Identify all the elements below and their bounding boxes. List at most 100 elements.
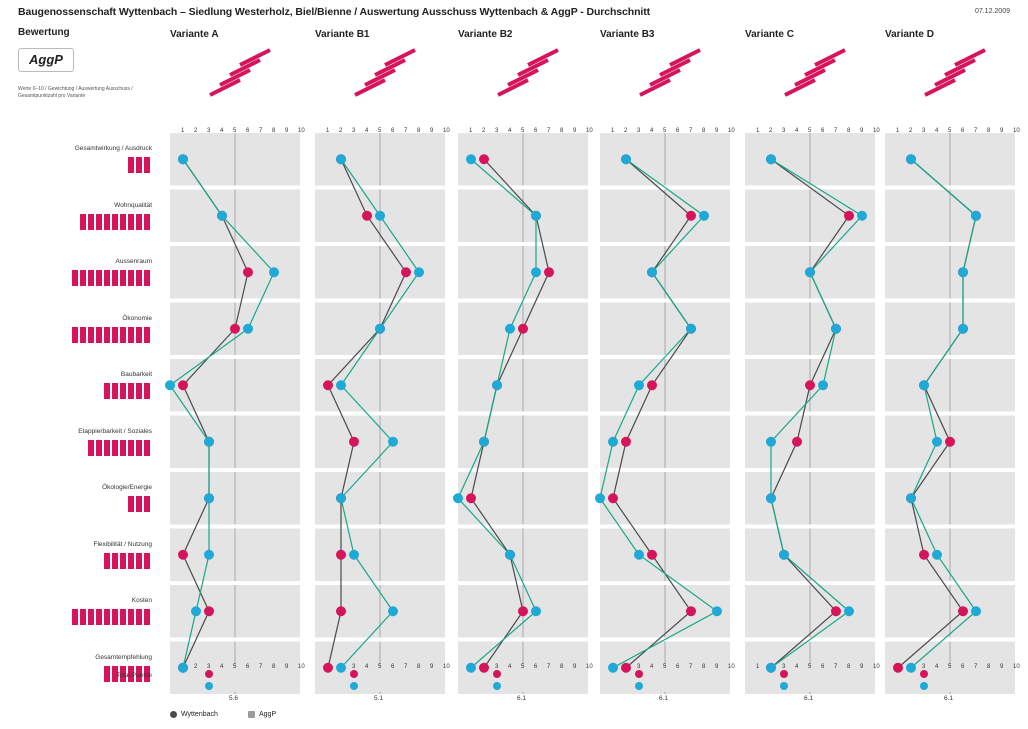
total-marker-aggp (205, 682, 213, 690)
total-marker-aggp (635, 682, 643, 690)
tick-label: 2 (909, 128, 913, 134)
tick-label: 7 (974, 664, 978, 670)
tick-label: 5 (948, 128, 952, 134)
tick-label: 3 (352, 128, 356, 134)
tick-label: 5 (663, 664, 667, 670)
weight-bar (96, 270, 102, 286)
weight-bar (144, 270, 150, 286)
criterion-label: Flexibilität / Nutzung (93, 540, 152, 548)
tick-label: 1 (326, 128, 330, 134)
tick-label: 3 (922, 664, 926, 670)
weight-bar (80, 609, 86, 625)
tick-label: 3 (207, 664, 211, 670)
total-marker-aggp (920, 682, 928, 690)
variant-title: Variante B1 (315, 29, 370, 40)
data-point (178, 154, 188, 165)
plan-sketch-bar (639, 78, 671, 97)
tick-label: 8 (702, 128, 706, 134)
tick-label: 8 (417, 664, 421, 670)
weight-bar (136, 552, 142, 569)
tick-label: 6 (676, 664, 680, 670)
plan-sketch-bar (354, 78, 386, 97)
data-point (818, 380, 828, 391)
tick-label: 10 (443, 664, 450, 670)
criterion-label: Aussenraum (115, 258, 153, 265)
tick-label: 9 (430, 128, 434, 134)
data-point (505, 323, 515, 334)
tick-label: 8 (417, 128, 421, 134)
data-point (906, 493, 916, 504)
legend-wyttenbach-label: Wyttenbach (181, 711, 218, 718)
plan-sketch-bar (527, 48, 559, 67)
weight-bar (104, 270, 110, 286)
weight-bar (144, 213, 150, 230)
weight-bar (112, 326, 118, 343)
data-point (932, 549, 942, 560)
total-marker-aggp (780, 682, 788, 690)
tick-label: 6 (821, 664, 825, 670)
data-point (844, 606, 854, 617)
tick-label: 1 (756, 664, 760, 670)
aggp-logo: AggP (18, 48, 74, 72)
weight-bar (144, 665, 150, 682)
weight-bar (120, 665, 126, 682)
weight-bar (128, 270, 134, 286)
tick-label: 1 (896, 128, 900, 134)
data-point (958, 606, 968, 617)
data-point (544, 267, 554, 278)
data-point (505, 549, 515, 560)
data-point (779, 549, 789, 560)
plan-sketch-bar (669, 48, 701, 67)
info-text: Werte 0–10 / Gewichtung / Auswertung Aus… (18, 86, 133, 99)
tick-label: 6 (961, 128, 965, 134)
data-point (453, 493, 463, 504)
data-point (375, 323, 385, 334)
data-point (401, 267, 411, 278)
tick-label: 9 (715, 128, 719, 134)
data-point (466, 154, 476, 165)
tick-label: 10 (1013, 128, 1020, 134)
total-panel (885, 666, 1015, 692)
tick-label: 6 (676, 128, 680, 134)
tick-label: 9 (430, 664, 434, 670)
data-point (204, 606, 214, 617)
data-point (621, 154, 631, 165)
variant-total: 6.1 (804, 695, 813, 702)
tick-label: 2 (624, 128, 628, 134)
tick-label: 5 (808, 128, 812, 134)
data-point (336, 380, 346, 391)
weight-bar (128, 609, 134, 625)
data-point (243, 267, 253, 278)
variant-total: 6.1 (944, 695, 953, 702)
weight-bar (144, 326, 150, 343)
weight-bar (120, 439, 126, 456)
tick-label: 10 (586, 128, 593, 134)
tick-label: 7 (259, 128, 263, 134)
data-point (191, 606, 201, 617)
data-point (766, 493, 776, 504)
plan-sketch-bar (374, 58, 406, 77)
tick-label: 9 (1000, 664, 1004, 670)
tick-label: 7 (974, 128, 978, 134)
weight-bar (112, 665, 118, 682)
total-panel (458, 666, 588, 692)
tick-label: 4 (220, 664, 224, 670)
data-point (831, 323, 841, 334)
weight-bar (120, 326, 126, 343)
data-point (919, 549, 929, 560)
tick-label: 8 (987, 128, 991, 134)
data-point (608, 493, 618, 504)
weight-bar (104, 609, 110, 625)
total-marker-aggp (350, 682, 358, 690)
weight-bar (72, 326, 78, 343)
weight-bar (128, 439, 134, 456)
tick-label: 5 (378, 664, 382, 670)
tick-label: 10 (298, 128, 305, 134)
series-line (910, 158, 977, 669)
tick-label: 6 (534, 128, 538, 134)
data-point (204, 549, 214, 560)
tick-label: 3 (207, 128, 211, 134)
tick-label: 10 (873, 664, 880, 670)
weight-bar (96, 609, 102, 625)
plan-sketch-bar (497, 78, 529, 97)
